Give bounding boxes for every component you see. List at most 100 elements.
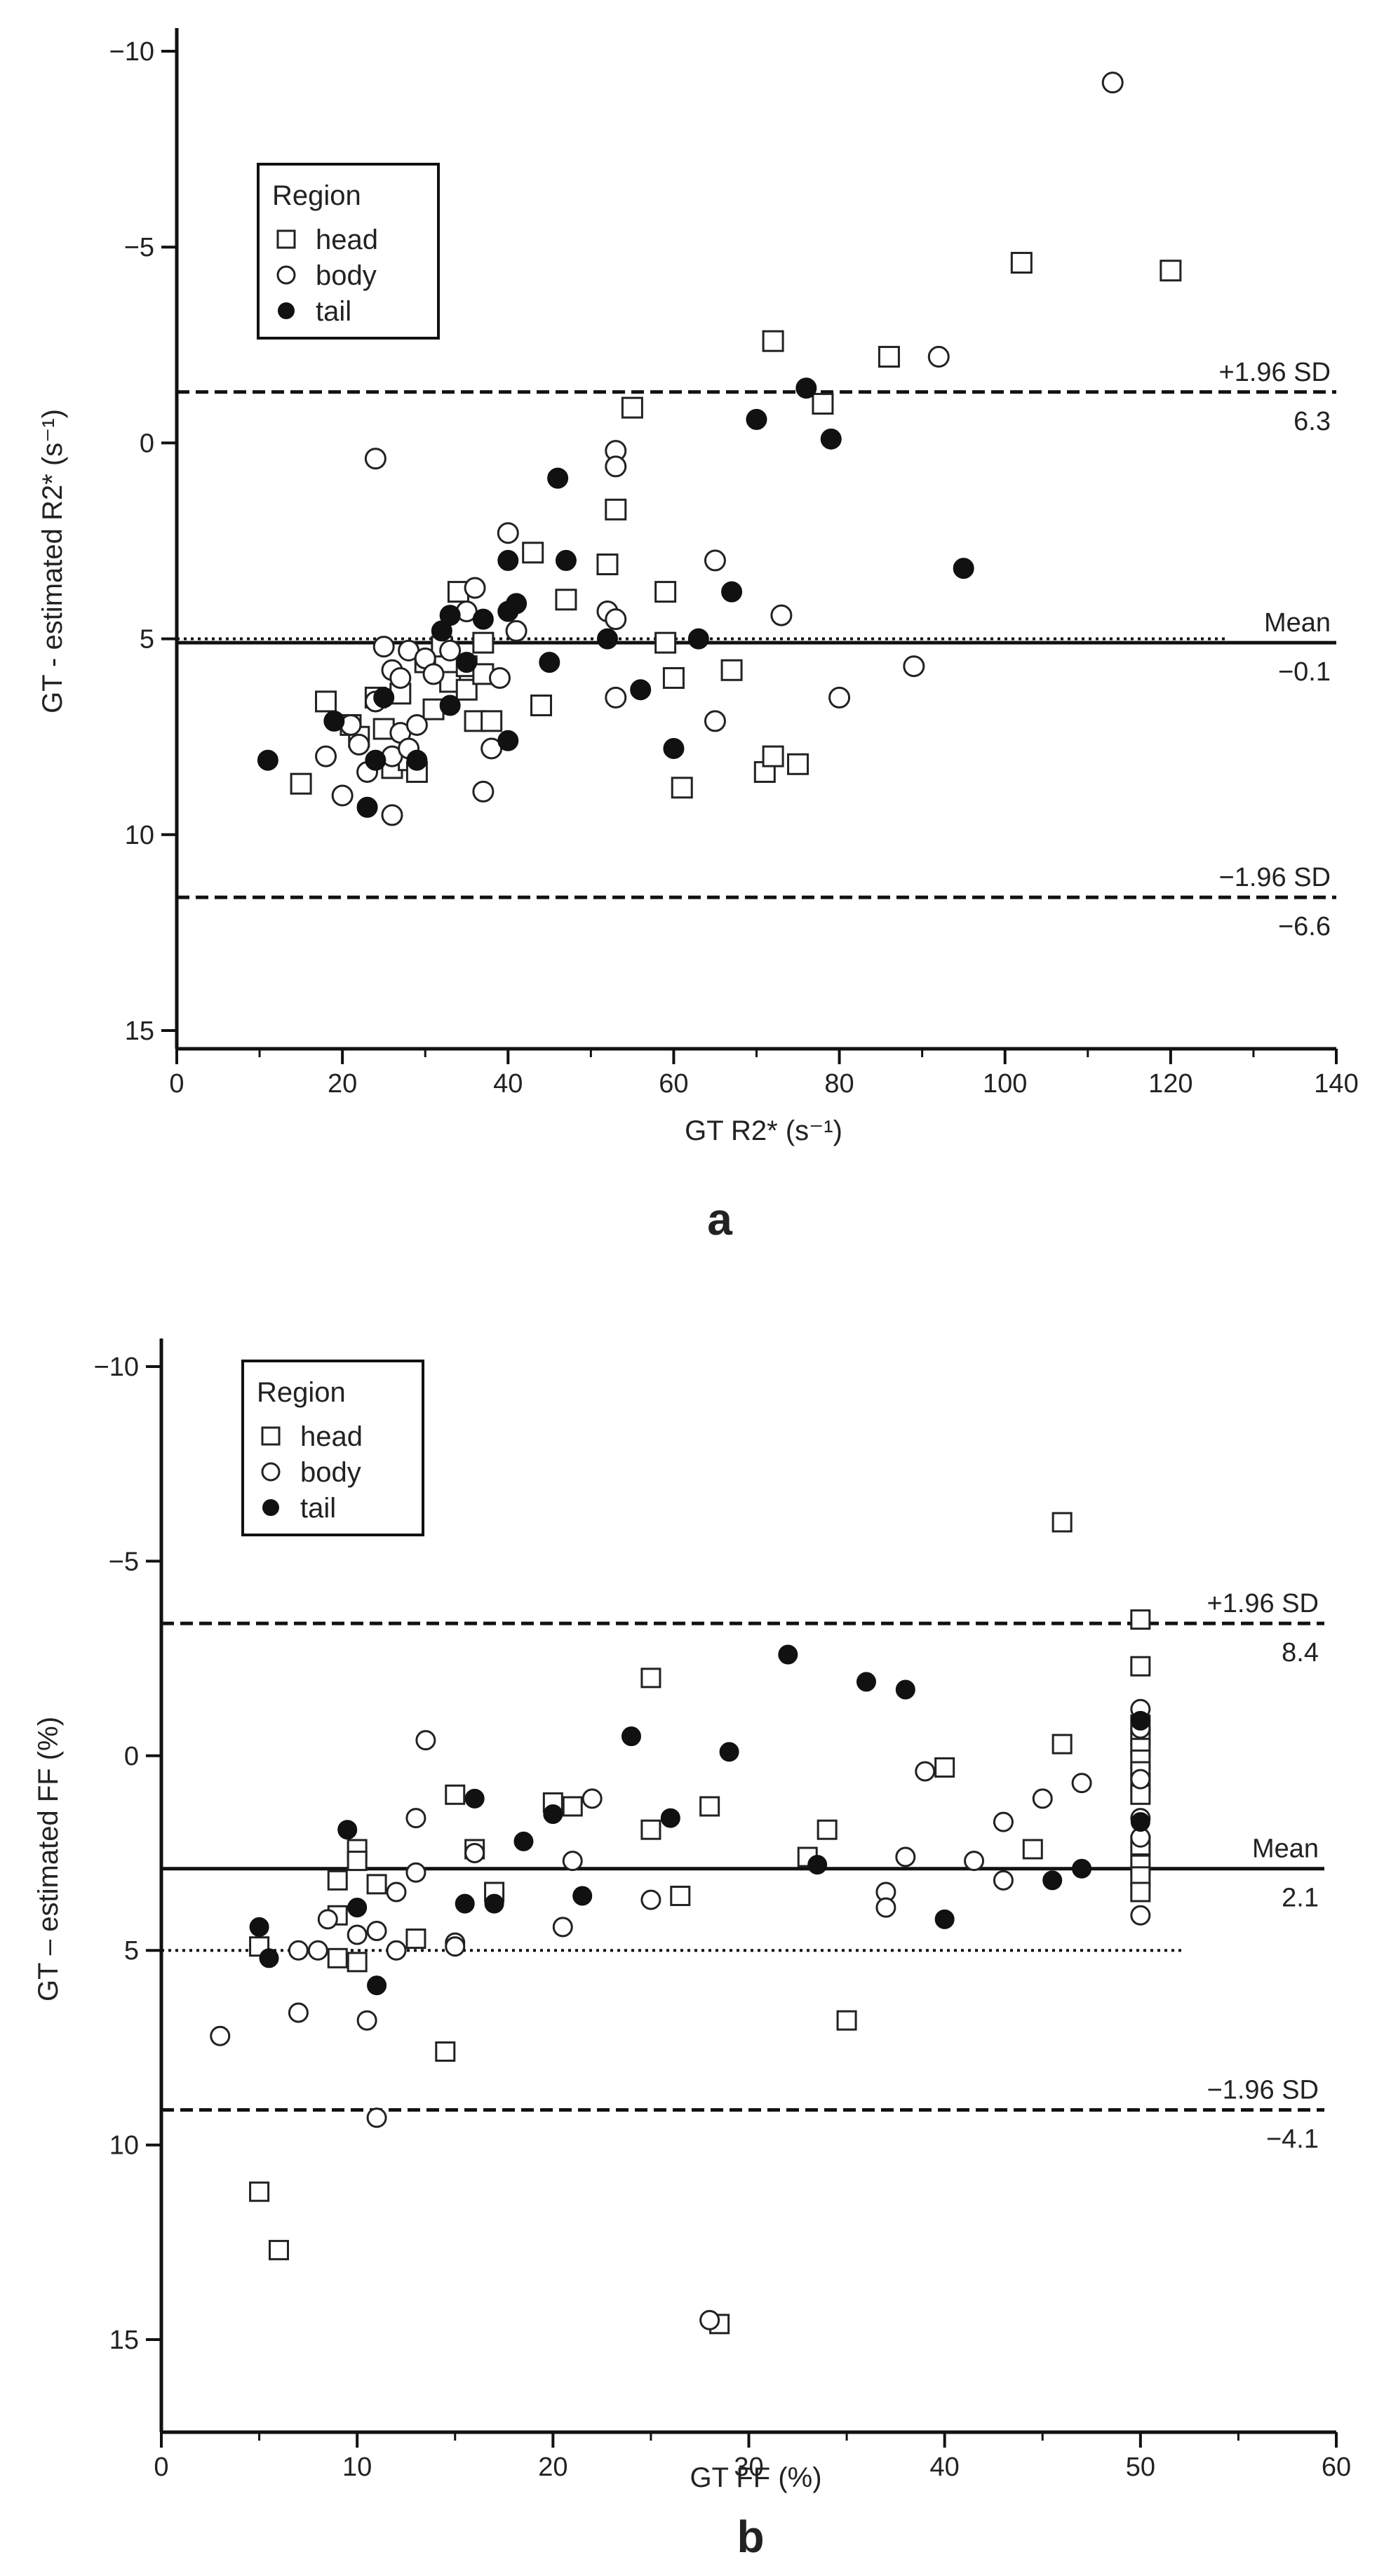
point-tail [687, 628, 709, 650]
point-body [903, 655, 925, 678]
point-body [381, 804, 403, 826]
point-head [372, 718, 395, 740]
point-tail [249, 1917, 269, 1937]
line-value-label: 8.4 [1282, 1638, 1319, 1668]
point-head [1130, 1881, 1151, 1903]
point-body [993, 1870, 1014, 1891]
point-head [670, 1886, 691, 1907]
point-head [1010, 252, 1033, 274]
point-tail [506, 593, 527, 615]
point-tail [356, 796, 378, 818]
point-head [662, 666, 685, 689]
point-tail [367, 1975, 387, 1996]
x-tick-label: 60 [1322, 2453, 1351, 2482]
point-tail [455, 1893, 475, 1914]
line-value-label: −0.1 [1278, 657, 1331, 687]
point-body [582, 1788, 603, 1809]
point-body [1130, 1905, 1151, 1926]
point-tail [1130, 1812, 1150, 1832]
point-head [762, 745, 784, 767]
legend-marker-tail [278, 302, 295, 319]
point-head [640, 1668, 661, 1689]
x-tick-label: 80 [824, 1069, 854, 1099]
point-tail [464, 1788, 485, 1809]
point-body [366, 2107, 387, 2128]
point-body [386, 1940, 407, 1961]
point-body [488, 666, 511, 689]
point-tail [484, 1893, 504, 1914]
point-body [562, 1851, 583, 1872]
x-tick-label: 20 [328, 1069, 357, 1099]
point-tail [820, 428, 842, 450]
point-tail [406, 749, 428, 771]
x-tick-label: 120 [1148, 1069, 1192, 1099]
x-tick-label: 140 [1314, 1069, 1358, 1099]
point-head [1130, 1656, 1151, 1677]
y-tick-label: 15 [109, 2326, 139, 2355]
point-head [562, 1796, 583, 1817]
y-tick-label: 0 [140, 429, 154, 458]
point-head [817, 1819, 838, 1840]
point-tail [663, 737, 685, 759]
point-tail [1042, 1870, 1063, 1891]
point-body [464, 1843, 485, 1863]
point-tail [497, 730, 519, 751]
point-head [555, 589, 577, 611]
point-head [836, 2010, 857, 2031]
point-tail [539, 652, 560, 673]
point-body [552, 1917, 573, 1938]
point-tail [746, 408, 767, 430]
point-body [704, 710, 726, 732]
point-tail [856, 1672, 876, 1692]
point-tail [719, 1742, 739, 1762]
point-head [530, 695, 553, 717]
point-body [704, 549, 726, 572]
line-label: Mean [1252, 1834, 1319, 1864]
line-label: +1.96 SD [1207, 1589, 1319, 1618]
y-tick-label: −5 [124, 233, 154, 262]
point-head [621, 396, 643, 419]
legend-entry-tail: tail [300, 1493, 336, 1524]
point-head [1051, 1512, 1073, 1533]
point-body [422, 663, 445, 685]
point-tail [621, 1726, 641, 1747]
point-head [640, 1819, 661, 1840]
legend-entry-head: head [316, 224, 378, 255]
point-body [405, 713, 428, 736]
point-head [787, 753, 809, 775]
point-tail [497, 549, 519, 571]
y-tick-label: 5 [124, 1936, 139, 1966]
point-body [1032, 1788, 1053, 1809]
point-head [654, 631, 677, 654]
point-head [347, 1851, 368, 1872]
x-tick-label: 20 [538, 2453, 567, 2482]
point-body [445, 1936, 466, 1957]
point-head [327, 1947, 348, 1968]
point-head [812, 393, 834, 415]
point-body [895, 1846, 916, 1867]
line-value-label: 6.3 [1293, 407, 1331, 436]
point-body [640, 1889, 661, 1910]
point-head [878, 346, 900, 368]
legend: Region head body tail [241, 1360, 424, 1536]
point-head [1130, 1609, 1151, 1630]
point-body [389, 666, 412, 689]
point-tail [660, 1808, 680, 1828]
point-body [505, 619, 527, 642]
point-tail [439, 695, 461, 716]
point-head [934, 1757, 955, 1778]
y-axis-label: GT - estimated R2* (s⁻¹) [37, 409, 68, 713]
x-tick-label: 40 [930, 2453, 960, 2482]
point-head [1051, 1733, 1073, 1755]
point-head [315, 690, 337, 713]
y-tick-label: −5 [109, 1547, 139, 1576]
chart-panel-b: −10 −5 0 5 10 15 0 10 20 30 40 50 60 GT FF (%) GT – es… [33, 1339, 1351, 2562]
point-body [472, 780, 495, 803]
point-tail [807, 1855, 828, 1875]
point-tail [778, 1644, 798, 1665]
y-tick-label: −10 [109, 37, 154, 67]
point-tail [373, 687, 395, 709]
point-body [364, 448, 387, 470]
legend-entry-tail: tail [316, 296, 351, 327]
line-value-label: 2.1 [1282, 1884, 1319, 1913]
